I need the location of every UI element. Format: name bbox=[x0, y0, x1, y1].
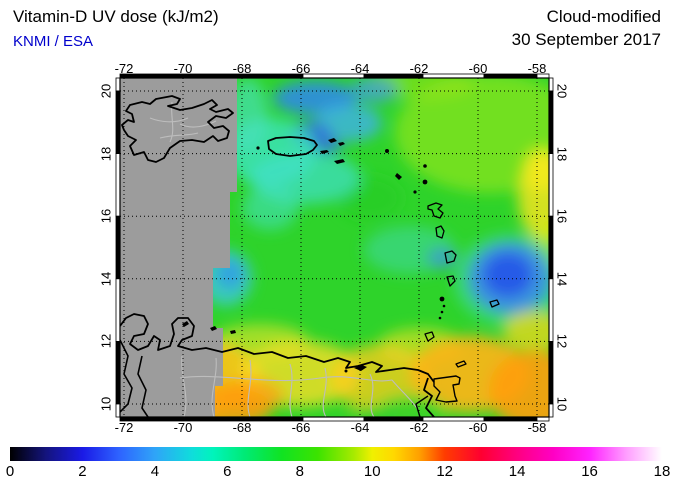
lat-tick-label: 10 bbox=[554, 396, 570, 412]
graticule bbox=[120, 78, 549, 417]
map-plot bbox=[115, 73, 554, 422]
colorbar-tick-label: 0 bbox=[5, 463, 15, 480]
colorbar bbox=[10, 447, 662, 461]
lat-tick-label: 14 bbox=[554, 271, 570, 287]
colorbar-tick-label: 8 bbox=[295, 463, 304, 480]
lon-tick-label: -68 bbox=[232, 420, 252, 435]
product-type-label: Cloud-modified bbox=[546, 7, 661, 26]
rivers bbox=[149, 101, 419, 417]
lon-tick-label: -64 bbox=[350, 61, 370, 76]
lat-tick-label: 10 bbox=[98, 396, 114, 412]
map-frame bbox=[115, 73, 554, 422]
lon-tick-label: -66 bbox=[291, 61, 311, 76]
lon-tick-label: -72 bbox=[114, 420, 134, 435]
lon-tick-label: -72 bbox=[114, 61, 134, 76]
coastlines bbox=[120, 95, 500, 417]
lat-tick-label: 12 bbox=[98, 334, 114, 349]
lon-tick-label: -60 bbox=[468, 420, 488, 435]
colorbar-tick-label: 2 bbox=[78, 463, 87, 480]
colorbar-tick-label: 16 bbox=[581, 463, 598, 480]
lat-tick-label: 18 bbox=[98, 146, 114, 161]
lat-tick-label: 12 bbox=[554, 334, 570, 349]
page-title: Vitamin-D UV dose (kJ/m2) bbox=[13, 7, 219, 26]
colorbar-tick-label: 18 bbox=[653, 463, 671, 480]
colorbar-tick-label: 10 bbox=[363, 463, 381, 480]
lat-tick-label: 14 bbox=[98, 271, 114, 287]
lat-tick-label: 20 bbox=[98, 83, 114, 99]
date-label: 30 September 2017 bbox=[511, 30, 661, 49]
colorbar-tick-label: 4 bbox=[150, 463, 160, 480]
lat-tick-label: 16 bbox=[98, 208, 114, 224]
no-data-region bbox=[120, 78, 237, 417]
lon-tick-label: -60 bbox=[468, 61, 488, 76]
lon-tick-label: -64 bbox=[350, 420, 370, 435]
provider-label: KNMI / ESA bbox=[13, 33, 94, 50]
colorbar-tick-label: 14 bbox=[508, 463, 526, 480]
lat-tick-label: 18 bbox=[554, 146, 570, 161]
lon-tick-label: -58 bbox=[527, 420, 547, 435]
small-islands bbox=[182, 138, 446, 373]
lon-tick-label: -70 bbox=[173, 61, 193, 76]
lon-tick-label: -70 bbox=[173, 420, 193, 435]
lat-tick-label: 16 bbox=[554, 208, 570, 224]
lon-tick-label: -66 bbox=[291, 420, 311, 435]
lon-tick-label: -62 bbox=[409, 61, 429, 76]
lon-tick-label: -68 bbox=[232, 61, 252, 76]
map-canvas bbox=[115, 73, 554, 422]
colorbar-tick-label: 12 bbox=[436, 463, 453, 480]
lon-tick-label: -58 bbox=[527, 61, 547, 76]
colorbar-tick-label: 6 bbox=[223, 463, 232, 480]
lat-tick-label: 20 bbox=[554, 83, 570, 99]
lon-tick-label: -62 bbox=[409, 420, 429, 435]
